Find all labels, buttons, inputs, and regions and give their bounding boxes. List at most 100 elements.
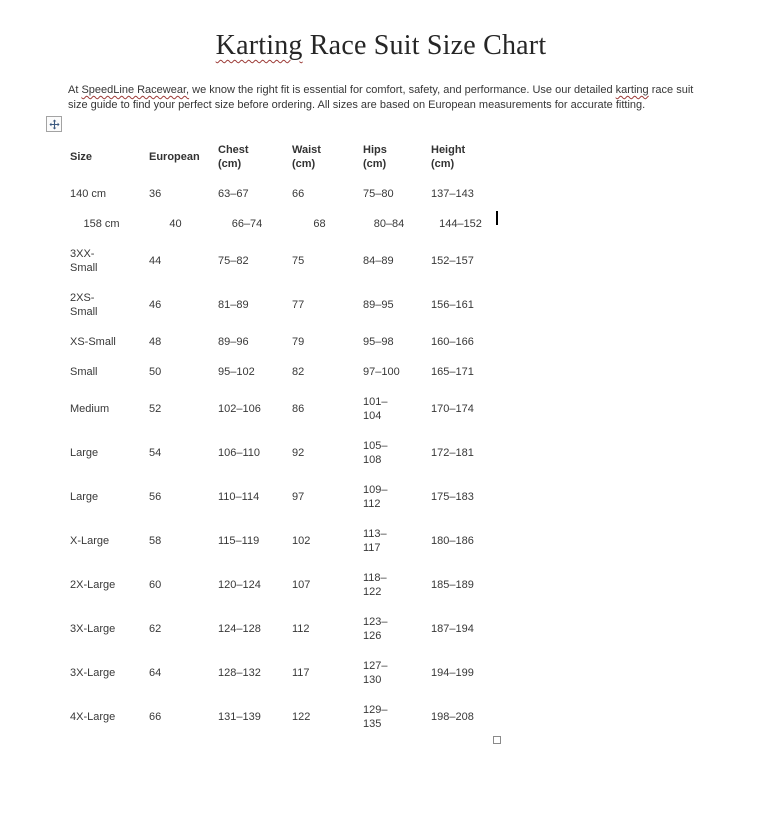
cell-size[interactable]: 4X-Large [70,711,116,723]
cell-chest[interactable]: 120–124 [218,579,261,591]
cell-waist[interactable]: 117 [292,667,310,679]
cell-waist[interactable]: 82 [292,366,305,378]
cell-hips[interactable]: 129– 135 [363,704,388,730]
cell-european[interactable]: 64 [149,667,162,679]
intro-segment[interactable]: race suit size guide to find your perfec… [68,84,694,111]
cell-hips[interactable]: 123– 126 [363,616,388,642]
cell-chest[interactable]: 131–139 [218,711,261,723]
cell-chest[interactable]: 66–74 [231,218,263,230]
cell-chest[interactable]: 124–128 [218,623,261,635]
cell-chest[interactable]: 110–114 [218,491,260,503]
cell-waist[interactable]: 102 [292,535,311,547]
cell-height[interactable]: 180–186 [431,535,474,547]
cell-height[interactable]: 156–161 [431,299,474,311]
header-cell-waist[interactable]: Waist (cm) [292,144,321,170]
cell-hips[interactable]: 127– 130 [363,660,388,686]
cell-height[interactable]: 198–208 [431,711,474,723]
cell-waist[interactable]: 97 [292,491,305,503]
cell-size[interactable]: X-Large [70,535,110,547]
page-title[interactable]: Karting Race Suit Size Chart [0,26,762,66]
cell-hips[interactable]: 109– 112 [363,484,388,510]
cell-waist[interactable]: 77 [292,299,305,311]
cell-hips[interactable]: 89–95 [363,299,394,311]
header-cell-size[interactable]: Size [70,151,93,163]
cell-height[interactable]: 152–157 [431,255,474,267]
cell-size[interactable]: 3X-Large [70,623,116,635]
intro-flagged-word[interactable]: karting [615,84,649,96]
cell-height[interactable]: 160–166 [431,336,474,348]
cell-size[interactable]: 158 cm [83,218,120,230]
cell-european[interactable]: 60 [149,579,162,591]
cell-hips[interactable]: 95–98 [363,336,394,348]
cell-european[interactable]: 48 [149,336,162,348]
cell-size[interactable]: Large [70,491,99,503]
cell-european[interactable]: 40 [169,218,182,230]
cell-european[interactable]: 62 [149,623,162,635]
cell-hips[interactable]: 80–84 [373,218,405,230]
intro-flagged-brand[interactable]: SpeedLine Racewear, [81,84,190,96]
cell-hips[interactable]: 118– 122 [363,572,387,598]
cell-height[interactable]: 172–181 [431,447,474,459]
cell-waist[interactable]: 107 [292,579,311,591]
cell-european[interactable]: 36 [149,188,162,200]
cell-height[interactable]: 144–152 [439,218,482,230]
intro-paragraph[interactable]: At SpeedLine Racewear, we know the right… [68,83,694,113]
cell-size[interactable]: Large [70,447,99,459]
cell-european[interactable]: 66 [149,711,162,723]
cell-size[interactable]: XS-Small [70,336,116,348]
cell-hips[interactable]: 113– 117 [363,528,387,554]
cell-chest[interactable]: 115–119 [218,535,260,547]
cell-height[interactable]: 170–174 [431,403,474,415]
cell-height[interactable]: 175–183 [431,491,474,503]
intro-segment[interactable]: At [68,84,82,96]
cell-chest[interactable]: 102–106 [218,403,261,415]
cell-waist[interactable]: 66 [292,188,305,200]
cell-size[interactable]: 140 cm [70,188,107,200]
cell-waist[interactable]: 75 [292,255,305,267]
cell-european[interactable]: 46 [149,299,162,311]
cell-european[interactable]: 50 [149,366,162,378]
cell-height[interactable]: 187–194 [431,623,474,635]
cell-size[interactable]: Small [70,366,98,378]
header-cell-height[interactable]: Height (cm) [431,144,466,170]
header-cell-european[interactable]: European [149,151,200,163]
cell-size[interactable]: Medium [70,403,110,415]
cell-waist[interactable]: 112 [292,623,310,635]
cell-size[interactable]: 2XS- Small [70,292,98,318]
cell-size[interactable]: 3XX- Small [70,248,98,274]
cell-chest[interactable]: 106–110 [218,447,261,459]
header-cell-hips[interactable]: Hips (cm) [363,144,387,170]
cell-height[interactable]: 137–143 [431,188,474,200]
cell-height[interactable]: 165–171 [431,366,474,378]
table-resize-icon[interactable] [493,736,501,744]
cell-waist[interactable]: 86 [292,403,305,415]
cell-hips[interactable]: 101– 104 [363,396,388,422]
cell-hips[interactable]: 75–80 [363,188,394,200]
table-move-icon[interactable] [46,116,62,132]
cell-european[interactable]: 58 [149,535,162,547]
intro-segment[interactable]: we know the right fit is essential for c… [189,84,616,96]
cell-chest[interactable]: 89–96 [218,336,249,348]
cell-waist[interactable]: 122 [292,711,311,723]
cell-height[interactable]: 185–189 [431,579,474,591]
cell-chest[interactable]: 128–132 [218,667,261,679]
cell-height[interactable]: 194–199 [431,667,474,679]
page-title-rest[interactable]: Race Suit Size Chart [302,30,547,61]
cell-chest[interactable]: 63–67 [218,188,249,200]
cell-size[interactable]: 2X-Large [70,579,116,591]
cell-hips[interactable]: 97–100 [363,366,400,378]
header-cell-chest[interactable]: Chest (cm) [218,144,249,170]
cell-waist[interactable]: 92 [292,447,305,459]
cell-hips[interactable]: 105– 108 [363,440,388,466]
cell-waist[interactable]: 79 [292,336,305,348]
cell-size[interactable]: 3X-Large [70,667,116,679]
cell-chest[interactable]: 95–102 [218,366,255,378]
cell-hips[interactable]: 84–89 [363,255,394,267]
cell-chest[interactable]: 75–82 [218,255,249,267]
cell-european[interactable]: 52 [149,403,162,415]
cell-chest[interactable]: 81–89 [218,299,249,311]
cell-european[interactable]: 54 [149,447,162,459]
cell-waist[interactable]: 68 [313,218,326,230]
cell-european[interactable]: 56 [149,491,162,503]
cell-european[interactable]: 44 [149,255,162,267]
